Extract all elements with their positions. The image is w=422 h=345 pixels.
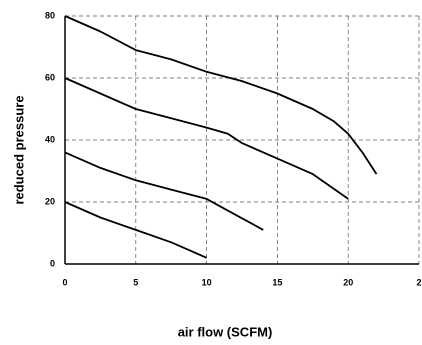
y-tick-label: 60: [45, 72, 55, 82]
x-tick-label: 5: [133, 277, 138, 287]
y-tick-label: 40: [45, 134, 55, 144]
x-tick-label: 2: [416, 277, 421, 287]
data-line: [64, 77, 349, 200]
x-axis-title: air flow (SCFM): [178, 324, 273, 339]
y-tick-label: 0: [50, 258, 55, 268]
x-tick-label: 0: [62, 277, 67, 287]
y-tick-label: 20: [45, 196, 55, 206]
y-tick-label: 80: [45, 10, 55, 20]
data-line: [64, 151, 264, 231]
x-tick-label: 15: [272, 277, 282, 287]
x-tick-label: 20: [343, 277, 353, 287]
y-axis-title: reduced pressure: [11, 95, 26, 204]
data-line: [64, 15, 378, 175]
data-line: [64, 201, 207, 259]
x-tick-label: 10: [202, 277, 212, 287]
